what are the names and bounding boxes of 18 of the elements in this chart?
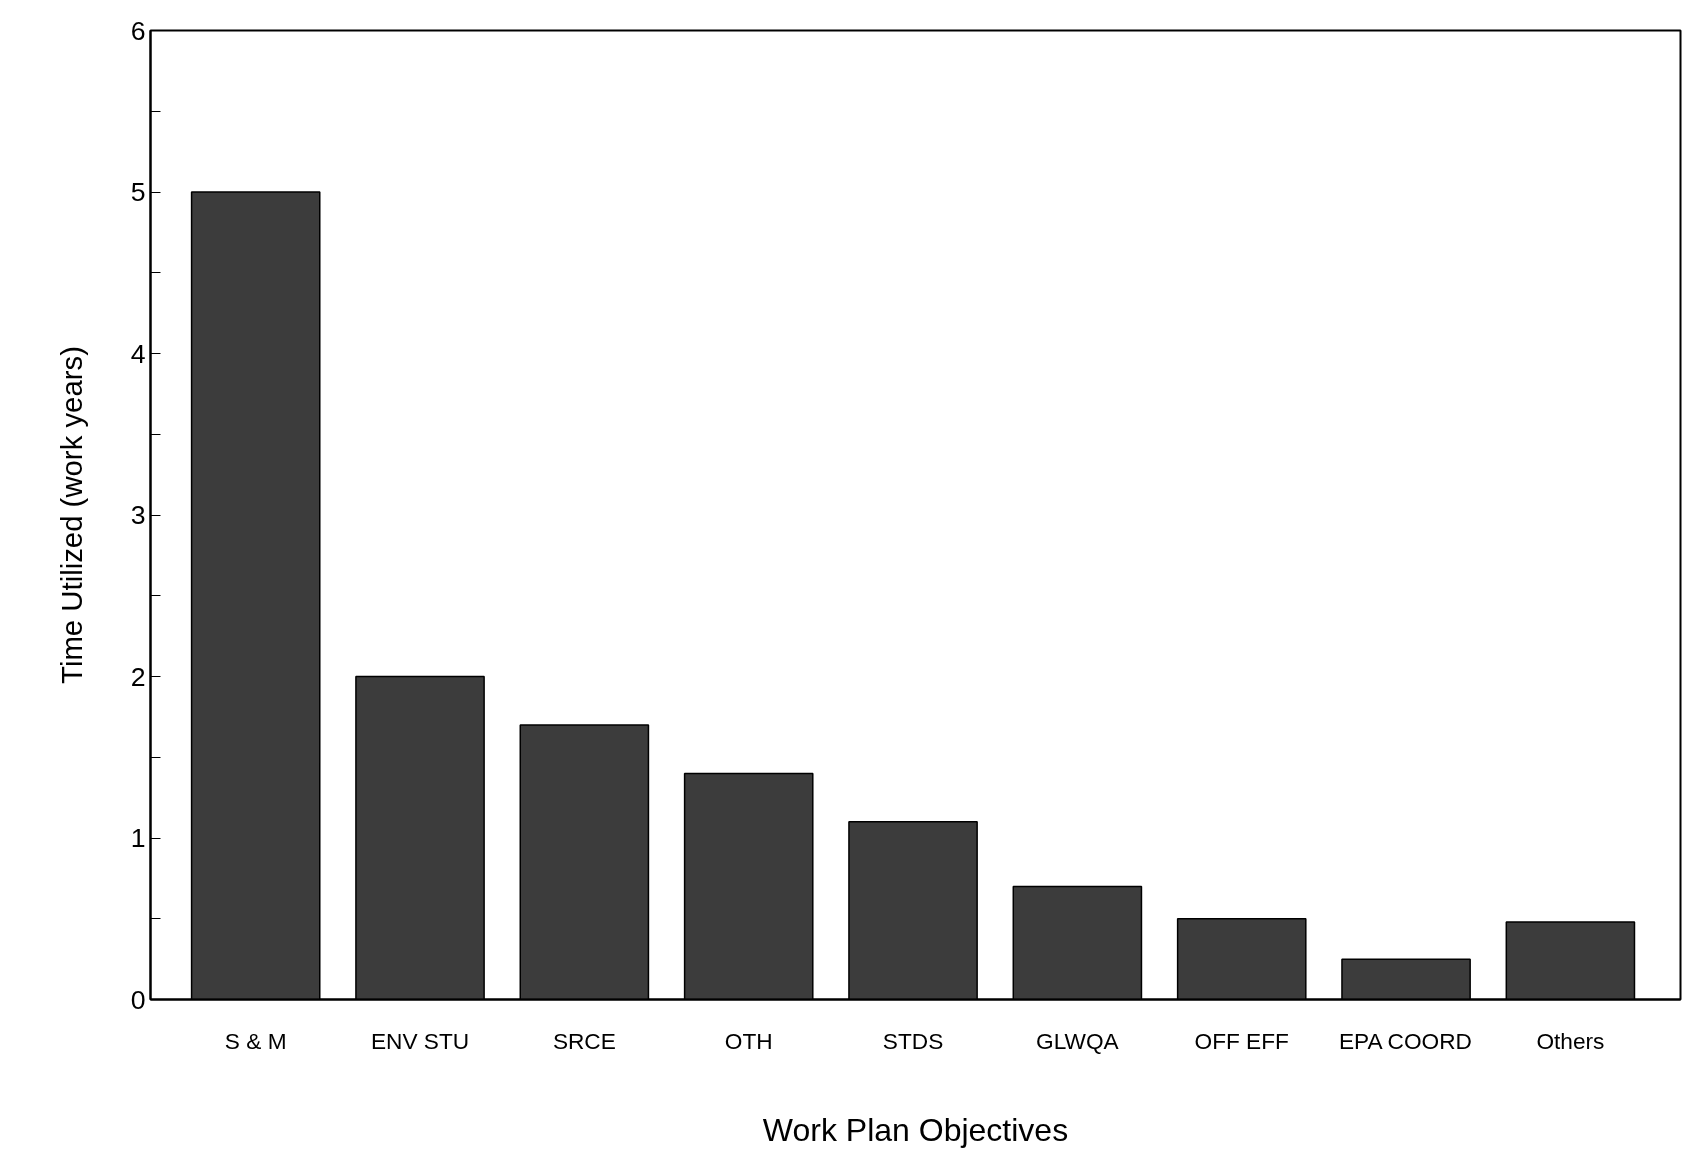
x-tick-label: OFF EFF xyxy=(1194,1027,1289,1054)
x-tick-label: S & M xyxy=(224,1027,287,1054)
x-axis-title: Work Plan Objectives xyxy=(762,1111,1069,1148)
x-tick-label: OTH xyxy=(724,1027,773,1054)
y-tick-label: 1 xyxy=(130,823,146,853)
y-tick-label: 2 xyxy=(130,661,146,692)
y-tick-label: 6 xyxy=(130,15,146,46)
y-tick-label: 5 xyxy=(130,177,146,207)
x-tick-label: SRCE xyxy=(552,1027,616,1054)
x-tick-label: Others xyxy=(1536,1027,1605,1054)
y-tick-label: 4 xyxy=(130,338,146,369)
x-tick-label: ENV STU xyxy=(370,1027,470,1054)
y-tick-label: 0 xyxy=(130,984,146,1015)
y-tick-label: 3 xyxy=(130,500,146,530)
x-tick-label: EPA COORD xyxy=(1338,1027,1472,1054)
x-tick-label: STDS xyxy=(882,1027,944,1054)
x-tick-label: GLWQA xyxy=(1036,1027,1120,1054)
y-axis-title: Time Utilized (work years) xyxy=(54,346,88,684)
